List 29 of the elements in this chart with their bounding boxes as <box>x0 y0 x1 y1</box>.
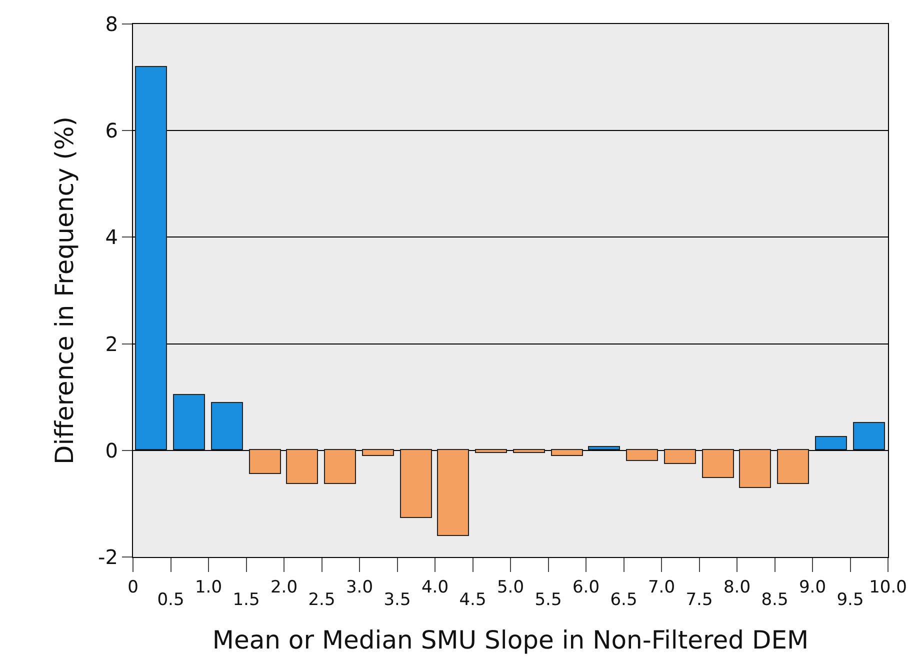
x-tick-label: 0 <box>128 577 138 598</box>
x-tick-label: 9.0 <box>798 577 826 598</box>
y-tick-label: 0 <box>105 438 118 462</box>
x2-tick-label: 6.5 <box>610 590 638 610</box>
x-tick-label: 7.0 <box>648 577 676 598</box>
y-axis-title: Difference in Frequency (%) <box>50 116 79 464</box>
x2-tick-label: 5.5 <box>534 590 562 610</box>
y-tick-label: 8 <box>105 12 118 36</box>
x2-tick-label: 4.5 <box>459 590 486 610</box>
x-tick-label: 2.0 <box>270 577 298 598</box>
x-tick-label: 3.0 <box>346 577 374 598</box>
x-tick-label: 10.0 <box>869 577 907 598</box>
y-tick-label: 6 <box>105 118 118 143</box>
y-tick-label: -2 <box>98 545 118 569</box>
x-tick-label: 5.0 <box>496 577 524 598</box>
x2-tick-label: 0.5 <box>157 590 184 610</box>
x-tick-label: 8.0 <box>723 577 751 598</box>
x2-tick-label: 9.5 <box>836 590 864 610</box>
x-tick-label: 4.0 <box>421 577 449 598</box>
x2-tick-label: 2.5 <box>308 590 336 610</box>
x2-tick-label: 7.5 <box>686 590 713 610</box>
x2-tick-label: 8.5 <box>761 590 788 610</box>
x2-tick-label: 1.5 <box>232 590 260 610</box>
x-tick-label: 6.0 <box>572 577 600 598</box>
y-tick-label: 2 <box>105 332 118 356</box>
x-axis-title: Mean or Median SMU Slope in Non-Filtered DEM <box>212 625 809 654</box>
y-tick-label: 4 <box>105 225 118 250</box>
x2-tick-label: 3.5 <box>384 590 411 610</box>
x-tick-label: 1.0 <box>194 577 222 598</box>
